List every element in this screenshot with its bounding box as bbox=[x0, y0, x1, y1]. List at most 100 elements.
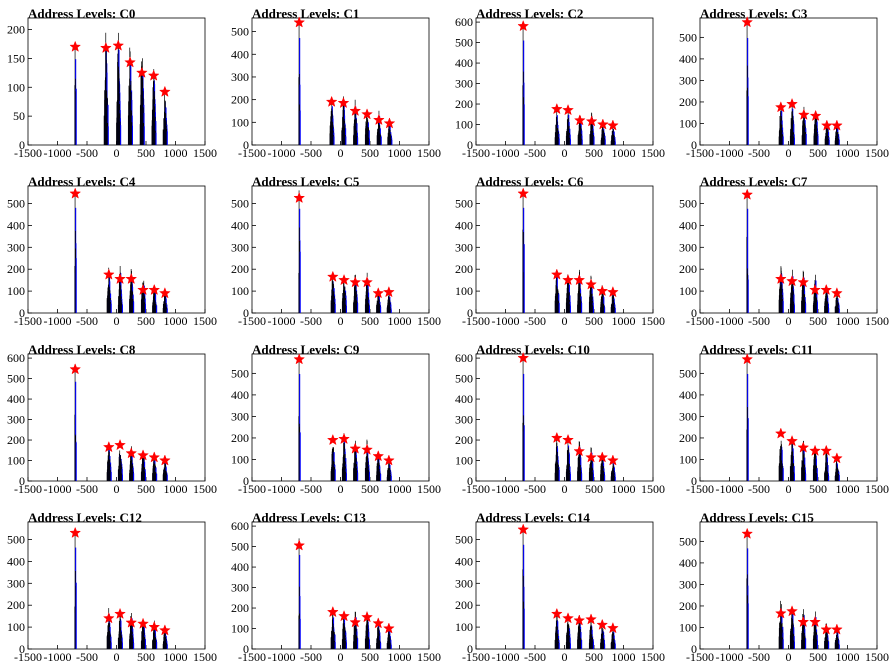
x-tick-label: 500 bbox=[361, 650, 379, 664]
chart-panel: Address Levels: C14 0 100 200 300 400 500 -1500… bbox=[448, 504, 672, 672]
y-tick-label: 600 bbox=[455, 15, 473, 29]
x-tick-label: 1500 bbox=[417, 314, 441, 328]
chart-svg: 0 100 200 300 400 500 -1500 -1000 -500 0 500 1000 15… bbox=[231, 185, 441, 328]
peak-marker bbox=[158, 624, 171, 636]
peak-marker bbox=[349, 276, 362, 288]
x-tick-label: -500 bbox=[524, 314, 546, 328]
x-tick-label: 0 bbox=[114, 314, 120, 328]
y-tick-label: 400 bbox=[231, 218, 249, 232]
x-tick-label: -500 bbox=[300, 314, 322, 328]
peak-marker bbox=[383, 117, 396, 129]
peak-marker bbox=[585, 451, 597, 463]
chart-svg: 0 100 200 300 400 500 -1500 -1000 -500 0 500 1000 15… bbox=[455, 521, 665, 664]
peak-marker bbox=[550, 102, 563, 115]
peak-marker bbox=[741, 16, 754, 28]
x-tick-label: 0 bbox=[562, 650, 568, 664]
peak-marker bbox=[349, 442, 362, 454]
peak-marker bbox=[830, 623, 843, 635]
y-tick-label: 500 bbox=[7, 197, 25, 211]
x-tick-label: 1500 bbox=[193, 146, 217, 160]
y-tick-label: 500 bbox=[455, 36, 473, 50]
y-tick-label: 200 bbox=[679, 95, 697, 109]
y-tick-label: 300 bbox=[7, 240, 25, 254]
x-tick-label: -1000 bbox=[716, 482, 744, 496]
x-tick-label: -1000 bbox=[268, 482, 296, 496]
peak-marker bbox=[797, 615, 810, 628]
y-tick-label: 300 bbox=[455, 413, 473, 427]
x-tick-label: 1500 bbox=[641, 482, 665, 496]
chart-svg: 0 100 200 300 400 500 -1500 -1000 -500 0 500 1000 15… bbox=[679, 16, 889, 160]
x-tick-label: 1500 bbox=[193, 482, 217, 496]
chart-svg: 0 100 200 300 400 500 -1500 -1000 -500 0 500 1000 15… bbox=[679, 185, 889, 328]
peak-marker bbox=[596, 118, 609, 130]
plot-frame bbox=[27, 521, 206, 650]
x-tick-label: 500 bbox=[585, 650, 603, 664]
y-tick-label: 300 bbox=[231, 70, 249, 84]
chart-title: Address Levels: C10 bbox=[476, 342, 590, 357]
x-tick-label: -500 bbox=[300, 146, 322, 160]
chart-title: Address Levels: C4 bbox=[28, 174, 136, 189]
plot-frame bbox=[699, 17, 878, 146]
y-tick-label: 200 bbox=[231, 431, 249, 445]
chart-title: Address Levels: C12 bbox=[28, 510, 142, 525]
chart-panel: Address Levels: C10 0 100 200 300 400 500 600 -1… bbox=[448, 336, 672, 504]
x-tick-label: 1500 bbox=[865, 314, 889, 328]
y-tick-label: 500 bbox=[455, 533, 473, 547]
x-tick-label: 1000 bbox=[612, 650, 636, 664]
peak-marker bbox=[830, 119, 843, 131]
y-tick-label: 200 bbox=[7, 262, 25, 276]
x-tick-label: 0 bbox=[338, 146, 344, 160]
y-tick-label: 100 bbox=[231, 622, 249, 636]
x-tick-label: 0 bbox=[562, 146, 568, 160]
y-tick-label: 400 bbox=[231, 560, 249, 574]
x-tick-label: -1000 bbox=[492, 146, 520, 160]
y-tick-label: 500 bbox=[679, 366, 697, 380]
x-tick-label: 0 bbox=[114, 650, 120, 664]
y-tick-label: 500 bbox=[455, 372, 473, 386]
x-tick-label: -1500 bbox=[14, 314, 42, 328]
peak-marker bbox=[135, 66, 148, 78]
chart-svg: 0 100 200 300 400 500 -1500 -1000 -500 0 500 1000 15… bbox=[679, 353, 889, 496]
peak-marker bbox=[137, 283, 149, 296]
x-tick-label: 1000 bbox=[612, 146, 636, 160]
y-tick-label: 0 bbox=[243, 306, 249, 320]
x-tick-label: 1000 bbox=[612, 482, 636, 496]
plot-frame bbox=[475, 185, 654, 314]
x-tick-label: 0 bbox=[114, 482, 120, 496]
peak-marker bbox=[809, 283, 821, 296]
chart-panel: Address Levels: C9 0 100 200 300 400 500 -1500-… bbox=[224, 336, 448, 504]
peak-marker bbox=[797, 276, 810, 288]
peak-marker bbox=[372, 287, 385, 299]
y-tick-label: 0 bbox=[19, 642, 25, 656]
chart-panel: Address Levels: C7 0 100 200 300 400 500 -1500-… bbox=[672, 168, 896, 336]
chart-panel: Address Levels: C4 0 100 200 300 400 500 -1500-… bbox=[0, 168, 224, 336]
chart-svg: 0 100 200 300 400 500 -1500 -1000 -500 0 500 1000 15… bbox=[231, 353, 441, 496]
x-tick-label: 0 bbox=[562, 314, 568, 328]
x-tick-label: -1500 bbox=[686, 314, 714, 328]
x-tick-label: 500 bbox=[585, 314, 603, 328]
peak-marker bbox=[158, 287, 171, 299]
x-tick-label: 1000 bbox=[836, 650, 860, 664]
x-tick-label: 0 bbox=[338, 650, 344, 664]
x-tick-label: -1000 bbox=[492, 314, 520, 328]
x-tick-label: -1500 bbox=[686, 650, 714, 664]
y-tick-label: 300 bbox=[455, 77, 473, 91]
y-tick-label: 400 bbox=[7, 554, 25, 568]
plot-frame bbox=[699, 185, 878, 314]
peak-marker bbox=[125, 447, 138, 459]
y-tick-label: 200 bbox=[231, 601, 249, 615]
x-tick-label: -500 bbox=[76, 146, 98, 160]
y-tick-label: 100 bbox=[455, 620, 473, 634]
x-tick-label: 1000 bbox=[164, 650, 188, 664]
y-tick-label: 200 bbox=[231, 93, 249, 107]
peak-marker bbox=[573, 273, 586, 286]
y-tick-label: 400 bbox=[7, 392, 25, 406]
chart-svg: 0 100 200 300 400 500 -1500 -1000 -500 0 500 1000 15… bbox=[679, 521, 889, 664]
chart-title: Address Levels: C2 bbox=[476, 6, 584, 21]
y-tick-label: 500 bbox=[679, 534, 697, 548]
x-tick-label: 1000 bbox=[164, 314, 188, 328]
y-tick-label: 0 bbox=[691, 306, 697, 320]
y-tick-label: 100 bbox=[7, 80, 25, 94]
peak-marker bbox=[550, 268, 563, 280]
peak-marker bbox=[517, 523, 530, 535]
